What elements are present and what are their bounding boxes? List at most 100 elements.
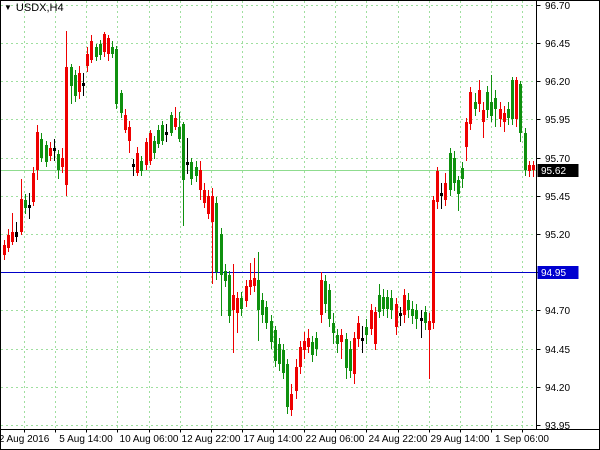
candle-body xyxy=(111,47,114,54)
candle-body xyxy=(157,130,160,144)
candle-body xyxy=(74,75,77,96)
candle-body xyxy=(478,90,481,104)
candle xyxy=(328,284,331,327)
price-axis-label: 94.20 xyxy=(545,383,570,394)
candle xyxy=(390,290,393,319)
candle-body xyxy=(449,153,452,190)
time-axis-label: 5 Aug 14:00 xyxy=(59,434,113,445)
candle xyxy=(220,228,223,316)
candle xyxy=(240,292,243,316)
candle xyxy=(174,107,177,130)
candle xyxy=(120,90,123,118)
candle xyxy=(111,41,114,58)
candle-body xyxy=(428,321,431,330)
candle xyxy=(403,289,406,323)
hline-price-tag: 94.95 xyxy=(537,266,579,279)
candle xyxy=(165,124,168,142)
candle-body xyxy=(361,338,364,341)
candle-body xyxy=(224,271,227,281)
candle-body xyxy=(228,275,231,316)
candle xyxy=(519,81,522,142)
candle-body xyxy=(303,341,306,350)
candle xyxy=(399,307,402,326)
candle xyxy=(11,213,14,245)
candle xyxy=(57,150,60,179)
symbol-dropdown-icon[interactable]: ▼ xyxy=(4,3,12,12)
candle xyxy=(494,90,497,127)
candle xyxy=(353,332,356,384)
candle-body xyxy=(353,338,356,374)
candle xyxy=(478,80,481,112)
candle-body xyxy=(403,295,406,315)
candle-body xyxy=(307,338,310,347)
candle-body xyxy=(99,44,102,55)
candle xyxy=(115,46,118,109)
candle-body xyxy=(486,92,489,110)
candle-body xyxy=(240,298,243,309)
candle-body xyxy=(211,196,214,222)
candle xyxy=(149,130,152,165)
candle-body xyxy=(424,312,427,323)
candle-body xyxy=(257,280,260,310)
candle xyxy=(374,307,377,350)
candle-body xyxy=(399,313,402,316)
candle xyxy=(449,148,452,196)
candle xyxy=(490,75,493,122)
candle xyxy=(199,161,202,200)
candle xyxy=(340,329,343,359)
candle-body xyxy=(153,141,156,153)
candle-body xyxy=(311,342,314,355)
candle-body xyxy=(103,34,106,52)
bid-price-tag: 95.62 xyxy=(537,164,579,177)
candle xyxy=(53,139,56,161)
candle-body xyxy=(11,232,14,242)
price-axis-label: 96.20 xyxy=(545,77,570,88)
candle xyxy=(444,173,447,206)
candle xyxy=(378,284,381,318)
candle xyxy=(295,359,298,399)
candle-body xyxy=(203,190,206,203)
candle xyxy=(457,176,460,211)
candle-body xyxy=(65,67,68,185)
candle xyxy=(203,183,206,208)
candle-body xyxy=(286,364,289,407)
candle-body xyxy=(328,290,331,319)
candle-body xyxy=(415,310,418,319)
candle-body xyxy=(365,327,368,335)
candle xyxy=(282,344,285,379)
candles-layer xyxy=(3,31,535,416)
candle xyxy=(261,293,264,323)
candle xyxy=(128,121,131,153)
candle xyxy=(65,31,68,196)
candle xyxy=(228,271,231,323)
candle-body xyxy=(182,124,185,180)
candle xyxy=(61,148,64,173)
candle xyxy=(382,289,385,316)
candle-body xyxy=(290,394,293,410)
candle-body xyxy=(107,38,110,54)
candle-body xyxy=(382,297,385,309)
time-axis-label: 10 Aug 06:00 xyxy=(120,434,179,445)
candle-body xyxy=(57,154,60,170)
candle xyxy=(140,156,143,176)
candle xyxy=(195,161,198,182)
candle xyxy=(486,86,489,118)
candle-body xyxy=(165,132,168,135)
candle xyxy=(365,319,368,344)
candle-body xyxy=(53,148,56,151)
candle xyxy=(278,338,281,371)
candle-body xyxy=(124,115,127,130)
candle-body xyxy=(278,344,281,364)
candle xyxy=(211,188,214,284)
candle xyxy=(186,138,189,174)
candle-body xyxy=(49,148,52,156)
candle xyxy=(453,151,456,191)
candle xyxy=(161,121,164,145)
candle-body xyxy=(140,161,143,171)
candle-body xyxy=(253,278,256,286)
candle xyxy=(511,77,514,125)
candle xyxy=(157,125,160,148)
candle-body xyxy=(270,321,273,342)
